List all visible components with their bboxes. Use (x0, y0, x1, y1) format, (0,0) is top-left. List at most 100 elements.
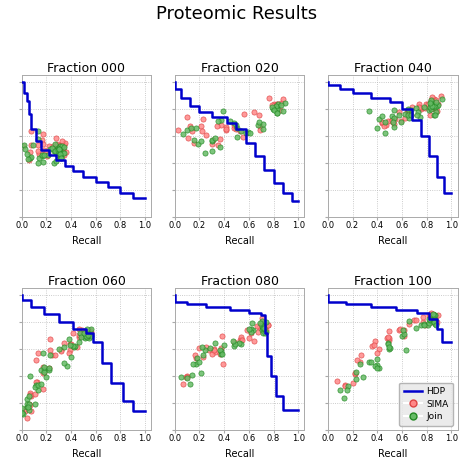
Point (413, 111, 421, 119)
Point (390, 123, 398, 131)
Point (408, 111, 415, 118)
Point (27, 372, 34, 380)
Point (27, 148, 34, 155)
Point (430, 111, 438, 119)
Point (55, 152, 62, 159)
Point (40, 363, 48, 371)
Point (244, 128, 251, 136)
Point (264, 321, 272, 328)
Point (26, 406, 33, 413)
Point (21, 408, 29, 415)
Point (430, 95, 438, 102)
Point (75, 326, 83, 333)
Point (81, 333, 89, 341)
Point (400, 332, 407, 340)
Point (412, 104, 420, 112)
Point (387, 117, 395, 125)
Point (202, 343, 210, 351)
Point (71, 342, 79, 350)
Point (430, 318, 438, 326)
Point (270, 105, 277, 113)
Point (375, 115, 383, 123)
Point (261, 323, 268, 331)
Point (428, 103, 436, 111)
Point (238, 336, 246, 344)
Point (282, 100, 289, 107)
Point (259, 126, 267, 133)
Point (396, 325, 404, 333)
Point (408, 106, 415, 114)
Point (178, 374, 185, 381)
Point (21, 405, 28, 413)
Point (352, 375, 359, 383)
Point (183, 374, 191, 382)
Point (21, 146, 28, 153)
Point (401, 110, 409, 118)
Point (426, 316, 434, 324)
Point (428, 311, 436, 319)
Point (194, 140, 201, 148)
Point (258, 314, 266, 322)
X-axis label: Recall: Recall (225, 236, 254, 246)
Point (260, 324, 267, 332)
Point (46, 346, 54, 354)
Point (26, 391, 33, 399)
Point (378, 119, 385, 127)
Point (69, 342, 77, 350)
Point (404, 108, 412, 116)
Point (399, 332, 406, 340)
Point (240, 110, 248, 118)
Point (48, 352, 55, 359)
Point (386, 346, 393, 353)
Point (87, 332, 94, 340)
X-axis label: Recall: Recall (225, 449, 254, 459)
Point (23, 415, 30, 422)
X-axis label: Recall: Recall (378, 236, 407, 246)
Point (32, 381, 39, 388)
Point (434, 311, 442, 319)
Point (402, 346, 410, 354)
Title: Fraction 100: Fraction 100 (354, 275, 432, 288)
Point (279, 95, 286, 103)
Point (60, 343, 67, 350)
Point (427, 309, 435, 317)
Point (188, 371, 196, 378)
Point (25, 401, 32, 408)
Point (209, 137, 216, 145)
Point (208, 350, 216, 357)
Point (195, 344, 203, 351)
Point (26, 155, 34, 162)
Point (57, 153, 65, 161)
Point (191, 139, 198, 147)
Point (416, 113, 424, 121)
Point (179, 380, 187, 388)
Point (54, 146, 62, 154)
Point (431, 101, 439, 109)
Point (428, 318, 436, 325)
Point (50, 147, 58, 155)
Point (222, 124, 230, 131)
Point (429, 310, 437, 318)
Point (427, 100, 435, 108)
Point (258, 320, 265, 328)
Point (50, 159, 57, 167)
Point (34, 135, 42, 142)
Point (46, 146, 54, 153)
Point (45, 151, 52, 158)
Text: Proteomic Results: Proteomic Results (156, 5, 318, 23)
Point (428, 93, 436, 101)
Point (209, 140, 216, 147)
Point (273, 104, 281, 112)
Point (59, 145, 67, 153)
Point (381, 130, 388, 137)
Point (183, 127, 191, 134)
Title: Fraction 080: Fraction 080 (201, 275, 279, 288)
Point (431, 111, 438, 119)
Point (217, 351, 224, 358)
Point (53, 149, 60, 157)
Point (372, 362, 379, 369)
Point (229, 337, 237, 345)
Point (373, 361, 381, 369)
Point (255, 324, 263, 331)
Point (373, 124, 380, 131)
